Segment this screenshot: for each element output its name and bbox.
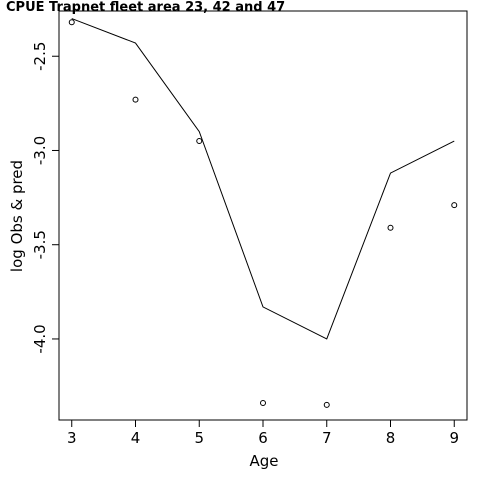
obs-point [451,202,458,209]
x-tick-label: 7 [322,429,332,447]
obs-point [387,224,394,231]
plot-frame [58,10,468,421]
obs-point [196,138,203,145]
obs-point [323,401,330,408]
obs-point [68,19,75,26]
series-layer [68,18,458,408]
x-tick-label: 3 [67,429,77,447]
x-axis-label: Age [249,452,278,470]
x-tick-label: 8 [386,429,396,447]
y-axis: -2.5 -3.0 -3.5 -4.0 [31,42,60,354]
y-axis-label: log Obs & pred [8,160,26,272]
y-tick-label: -3.0 [31,136,49,165]
x-tick-label: 4 [131,429,141,447]
x-axis: 3 4 5 6 7 8 9 [67,419,459,447]
x-tick-label: 9 [449,429,459,447]
obs-point [132,96,139,103]
y-tick-label: -3.5 [31,230,49,259]
x-tick-label: 5 [194,429,204,447]
x-tick-label: 6 [258,429,268,447]
y-tick-label: -2.5 [31,42,49,71]
chart-title: CPUE Trapnet fleet area 23, 42 and 47 [6,0,285,15]
pred-line [71,18,455,340]
obs-point [260,400,266,407]
y-tick-label: -4.0 [31,324,49,353]
